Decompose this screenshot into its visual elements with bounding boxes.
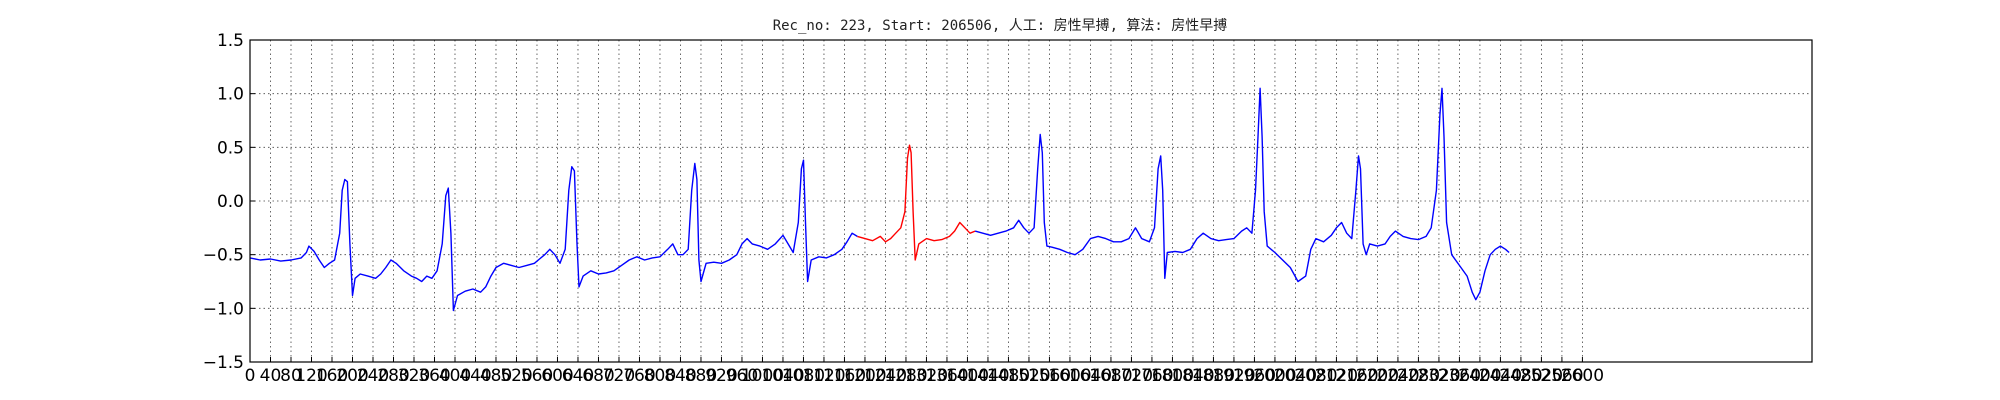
x-tick-label: 480 xyxy=(480,366,512,386)
x-tick-label: 960 xyxy=(726,366,758,386)
x-tick-label: 1960 xyxy=(1233,366,1276,386)
x-tick-label: 1400 xyxy=(946,366,989,386)
x-tick-label: 760 xyxy=(623,366,655,386)
y-tick-label: −0.5 xyxy=(203,246,244,266)
x-tick-label: 1280 xyxy=(884,366,927,386)
y-tick-label: −1.0 xyxy=(203,299,244,319)
x-tick-label: 2440 xyxy=(1479,366,1522,386)
x-tick-label: 1040 xyxy=(761,366,804,386)
x-tick-label: 2480 xyxy=(1499,366,1542,386)
x-tick-label: 1480 xyxy=(987,366,1030,386)
series-line-0 xyxy=(249,159,858,312)
x-tick-label: 360 xyxy=(418,366,450,386)
y-tick-label: −1.5 xyxy=(203,353,244,373)
x-tick-label: 1000 xyxy=(741,366,784,386)
x-tick-label: 1520 xyxy=(1007,366,1050,386)
x-axis: 0 408012016020024028032036040044048052056… xyxy=(245,357,1604,386)
x-tick-label: 560 xyxy=(521,366,553,386)
x-tick-label: 1920 xyxy=(1212,366,1255,386)
x-tick-label: 2240 xyxy=(1376,366,1419,386)
x-tick-label: 1800 xyxy=(1151,366,1194,386)
x-tick-label: 1360 xyxy=(925,366,968,386)
x-tick-label: 2560 xyxy=(1540,366,1583,386)
x-tick-label: 2120 xyxy=(1315,366,1358,386)
y-tick-label: 1.5 xyxy=(217,31,244,51)
x-tick-label: 1840 xyxy=(1171,366,1214,386)
x-tick-label: 600 xyxy=(541,366,573,386)
x-tick-label: 1120 xyxy=(802,366,845,386)
x-tick-label: 520 xyxy=(500,366,532,386)
x-tick-label: 1200 xyxy=(843,366,886,386)
x-tick-label: 880 xyxy=(685,366,717,386)
x-tick-label: 2600 xyxy=(1561,366,1604,386)
x-tick-label: 280 xyxy=(377,366,409,386)
series-line-2 xyxy=(974,87,1510,301)
x-tick-label: 2160 xyxy=(1335,366,1378,386)
x-tick-label: 2000 xyxy=(1253,366,1296,386)
y-tick-label: 0.0 xyxy=(217,192,244,212)
x-tick-label: 0 xyxy=(245,366,256,386)
grid xyxy=(249,39,1812,363)
x-tick-label: 2520 xyxy=(1520,366,1563,386)
x-tick-label: 240 xyxy=(357,366,389,386)
x-tick-label: 2200 xyxy=(1356,366,1399,386)
x-tick-label: 1080 xyxy=(782,366,825,386)
x-tick-label: 40 xyxy=(260,366,282,386)
x-tick-label: 2320 xyxy=(1417,366,1460,386)
x-tick-label: 1240 xyxy=(864,366,907,386)
y-axis: 1.5 1.0 0.5 0.0 −0.5 −1.0 −1.5 xyxy=(203,31,255,373)
x-tick-label: 200 xyxy=(336,366,368,386)
x-tick-label: 120 xyxy=(295,366,327,386)
chart-title: Rec_no: 223, Start: 206506, 人工: 房性早搏, 算法… xyxy=(773,17,1228,34)
series-group xyxy=(249,87,1510,312)
x-tick-label: 720 xyxy=(603,366,635,386)
x-tick-label: 680 xyxy=(582,366,614,386)
x-tick-label: 840 xyxy=(664,366,696,386)
y-tick-label: 1.0 xyxy=(217,85,244,105)
x-tick-label: 1640 xyxy=(1069,366,1112,386)
x-tick-label: 2040 xyxy=(1274,366,1317,386)
x-tick-label: 2080 xyxy=(1294,366,1337,386)
x-tick-label: 920 xyxy=(705,366,737,386)
x-tick-label: 2400 xyxy=(1458,366,1501,386)
y-tick-label: 0.5 xyxy=(217,138,244,158)
x-tick-label: 2280 xyxy=(1397,366,1440,386)
x-tick-label: 1440 xyxy=(966,366,1009,386)
x-tick-label: 1760 xyxy=(1130,366,1173,386)
x-tick-label: 400 xyxy=(439,366,471,386)
x-tick-label: 2360 xyxy=(1438,366,1481,386)
x-tick-label: 1720 xyxy=(1110,366,1153,386)
x-tick-label: 80 xyxy=(280,366,302,386)
x-tick-label: 1680 xyxy=(1089,366,1132,386)
x-tick-label: 800 xyxy=(644,366,676,386)
x-tick-label: 640 xyxy=(562,366,594,386)
x-tick-label: 1320 xyxy=(905,366,948,386)
x-tick-label: 440 xyxy=(459,366,491,386)
series-line-1 xyxy=(857,144,976,261)
x-tick-label: 320 xyxy=(398,366,430,386)
x-tick-label: 1160 xyxy=(823,366,866,386)
x-tick-label: 1880 xyxy=(1192,366,1235,386)
x-tick-label: 160 xyxy=(316,366,348,386)
x-tick-label: 1560 xyxy=(1028,366,1071,386)
x-tick-label: 1600 xyxy=(1048,366,1091,386)
